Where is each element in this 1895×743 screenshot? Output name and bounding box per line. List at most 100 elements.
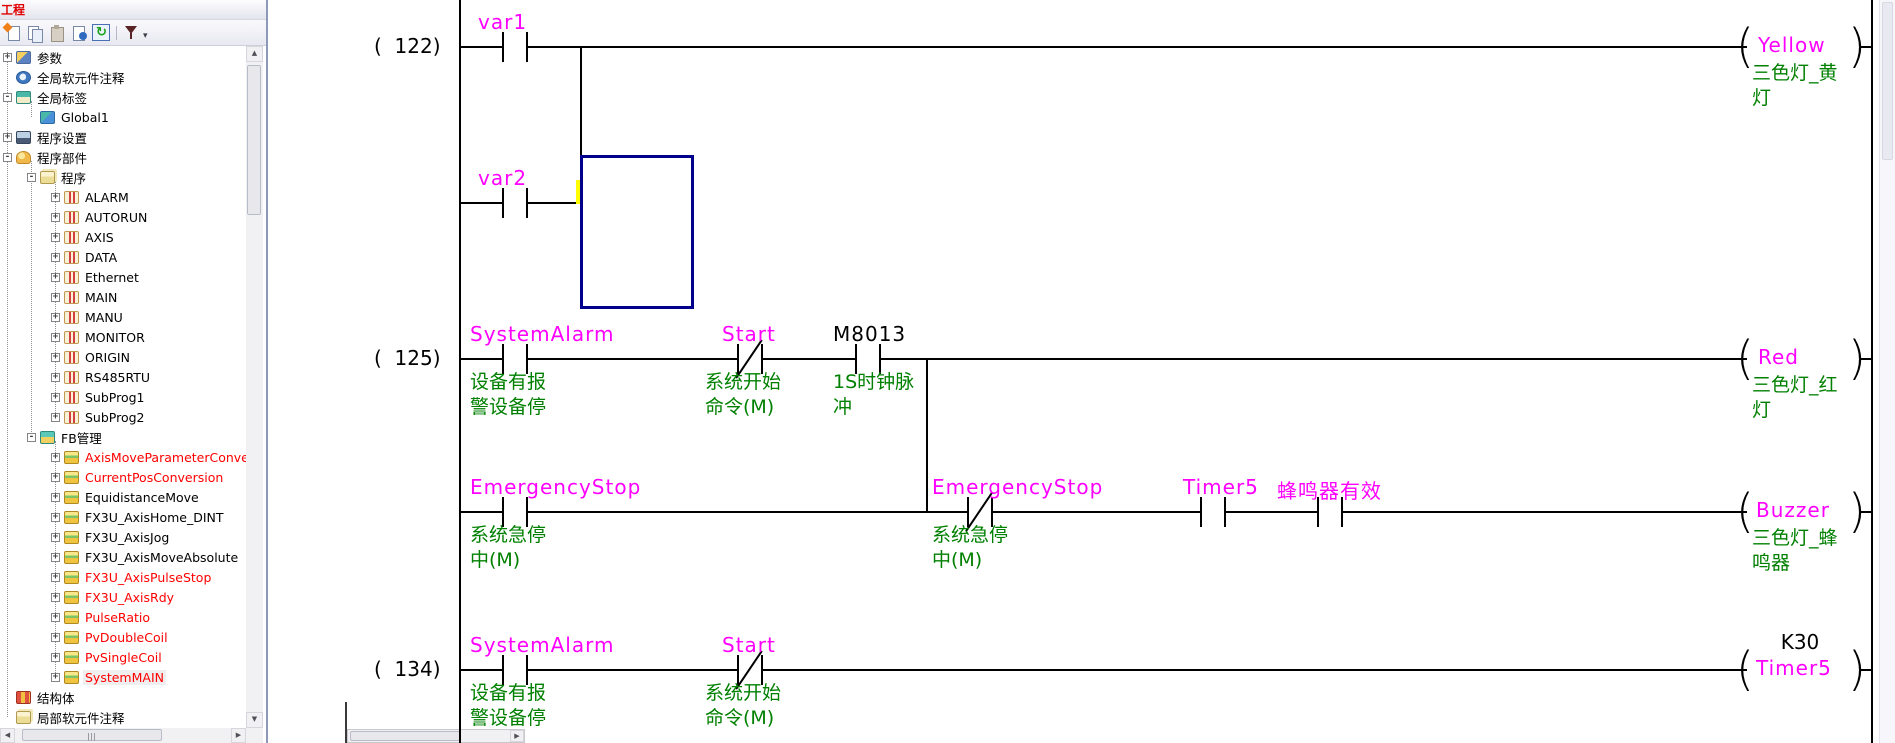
paste-icon[interactable] xyxy=(48,24,66,42)
wire xyxy=(461,46,502,48)
tree-item-label: DATA xyxy=(85,249,118,265)
tree-item[interactable]: Global1 xyxy=(0,107,246,127)
expand-toggle[interactable]: + xyxy=(51,271,60,282)
expand-toggle[interactable]: + xyxy=(51,331,60,342)
expand-toggle[interactable]: + xyxy=(51,251,60,262)
refresh-icon[interactable] xyxy=(92,24,110,41)
contact-m8013[interactable] xyxy=(855,344,881,374)
contact-var2[interactable] xyxy=(502,188,528,218)
ladder-vertical-scrollbar[interactable] xyxy=(1879,0,1895,743)
scroll-up-button[interactable]: ▲ xyxy=(246,46,263,62)
expand-toggle[interactable]: + xyxy=(51,531,60,542)
expand-toggle[interactable]: + xyxy=(51,451,60,462)
contact-systemalarm[interactable] xyxy=(502,655,528,685)
scroll-left-button[interactable]: ◀ xyxy=(0,728,15,743)
tree-item[interactable]: + MANU xyxy=(0,307,246,327)
tree-item[interactable]: - 全局标签 xyxy=(0,87,246,107)
scrollbar-thumb[interactable] xyxy=(1882,2,1893,160)
expand-toggle[interactable]: - xyxy=(3,151,12,162)
expand-toggle[interactable]: + xyxy=(51,391,60,402)
expand-toggle[interactable]: + xyxy=(51,371,60,382)
tree-item[interactable]: + FX3U_AxisPulseStop xyxy=(0,567,246,587)
expand-toggle[interactable]: + xyxy=(3,51,12,62)
properties-icon[interactable] xyxy=(70,24,88,41)
expand-toggle[interactable]: + xyxy=(51,411,60,422)
expand-toggle[interactable]: + xyxy=(51,311,60,322)
tree-item[interactable]: + SubProg2 xyxy=(0,407,246,427)
tree-item[interactable]: - FB管理 xyxy=(0,427,246,447)
expand-toggle[interactable]: + xyxy=(51,611,60,622)
contact-emergencystop-nc[interactable] xyxy=(965,492,993,532)
tree-item[interactable]: + CurrentPosConversion xyxy=(0,467,246,487)
tree-item[interactable]: + FX3U_AxisJog xyxy=(0,527,246,547)
tree-item[interactable]: + AxisMoveParameterConversion xyxy=(0,447,246,467)
expand-toggle[interactable]: - xyxy=(27,171,36,182)
tree-item[interactable]: + ALARM xyxy=(0,187,246,207)
tree-item[interactable]: + ORIGIN xyxy=(0,347,246,367)
filter-icon[interactable] xyxy=(123,24,141,41)
tree-item[interactable]: + FX3U_AxisRdy xyxy=(0,587,246,607)
scrollbar-thumb[interactable] xyxy=(22,729,162,741)
tree-item[interactable]: + SubProg1 xyxy=(0,387,246,407)
expand-toggle[interactable]: + xyxy=(51,551,60,562)
expand-toggle[interactable]: - xyxy=(27,431,36,442)
tree-item[interactable]: + AUTORUN xyxy=(0,207,246,227)
expand-toggle[interactable]: + xyxy=(51,591,60,602)
tree-item[interactable]: - 程序部件 xyxy=(0,147,246,167)
contact-start-nc[interactable] xyxy=(735,650,763,690)
tree-horizontal-scrollbar[interactable]: ◀ ▶ xyxy=(0,728,246,743)
contact-systemalarm[interactable] xyxy=(502,344,528,374)
tree-item[interactable]: + 参数 xyxy=(0,47,246,67)
scrollbar-thumb[interactable] xyxy=(350,731,460,741)
expand-toggle[interactable]: + xyxy=(51,511,60,522)
contact-emergencystop[interactable] xyxy=(502,497,528,527)
background-horizontal-scrollbar[interactable]: ▶ xyxy=(347,729,525,743)
tree-item[interactable]: + PulseRatio xyxy=(0,607,246,627)
tree-item[interactable]: - 程序 xyxy=(0,167,246,187)
tree-item[interactable]: + DATA xyxy=(0,247,246,267)
tree-item[interactable]: + SystemMAIN xyxy=(0,667,246,687)
contact-timer5[interactable] xyxy=(1200,497,1226,527)
expand-toggle[interactable]: + xyxy=(51,671,60,682)
tree-item[interactable]: + FX3U_AxisHome_DINT xyxy=(0,507,246,527)
expand-toggle[interactable]: + xyxy=(51,491,60,502)
tree-item[interactable]: + Ethernet xyxy=(0,267,246,287)
tree-item[interactable]: + RS485RTU xyxy=(0,367,246,387)
tree-item[interactable]: + PvSingleCoil xyxy=(0,647,246,667)
tree-item[interactable]: 结构体 xyxy=(0,687,246,707)
tree-vertical-scrollbar[interactable]: ▲ ▼ xyxy=(246,46,263,728)
expand-toggle[interactable]: - xyxy=(3,91,12,102)
tree-item[interactable]: + AXIS xyxy=(0,227,246,247)
tree-item[interactable]: + 程序设置 xyxy=(0,127,246,147)
contact-var1[interactable] xyxy=(502,32,528,62)
copy-icon[interactable] xyxy=(26,24,44,43)
panel-splitter[interactable] xyxy=(266,0,268,743)
wire xyxy=(926,358,928,513)
scroll-right-button[interactable]: ▶ xyxy=(510,730,524,742)
chevron-down-icon[interactable] xyxy=(143,23,148,42)
expand-toggle[interactable]: + xyxy=(51,631,60,642)
tree-item[interactable]: + MONITOR xyxy=(0,327,246,347)
expand-toggle[interactable]: + xyxy=(51,471,60,482)
tree-item[interactable]: 全局软元件注释 xyxy=(0,67,246,87)
new-project-icon[interactable] xyxy=(4,24,22,41)
scroll-right-button[interactable]: ▶ xyxy=(231,728,246,743)
tree-item[interactable]: + PvDoubleCoil xyxy=(0,627,246,647)
expand-toggle[interactable]: + xyxy=(51,651,60,662)
expand-toggle[interactable]: + xyxy=(51,191,60,202)
contact-start-nc[interactable] xyxy=(735,339,763,379)
contact-buzzer-valid[interactable] xyxy=(1317,497,1343,527)
expand-toggle[interactable]: + xyxy=(51,291,60,302)
expand-toggle[interactable]: + xyxy=(3,131,12,142)
expand-toggle[interactable]: + xyxy=(51,211,60,222)
expand-toggle[interactable]: + xyxy=(51,571,60,582)
scrollbar-thumb[interactable] xyxy=(247,65,261,215)
expand-toggle[interactable]: + xyxy=(51,351,60,362)
tree-item[interactable]: + MAIN xyxy=(0,287,246,307)
selection-cursor[interactable] xyxy=(580,155,694,309)
tree-item[interactable]: 局部软元件注释 xyxy=(0,707,246,727)
scroll-down-button[interactable]: ▼ xyxy=(246,712,263,728)
tree-item[interactable]: + FX3U_AxisMoveAbsolute xyxy=(0,547,246,567)
tree-item[interactable]: + EquidistanceMove xyxy=(0,487,246,507)
expand-toggle[interactable]: + xyxy=(51,231,60,242)
